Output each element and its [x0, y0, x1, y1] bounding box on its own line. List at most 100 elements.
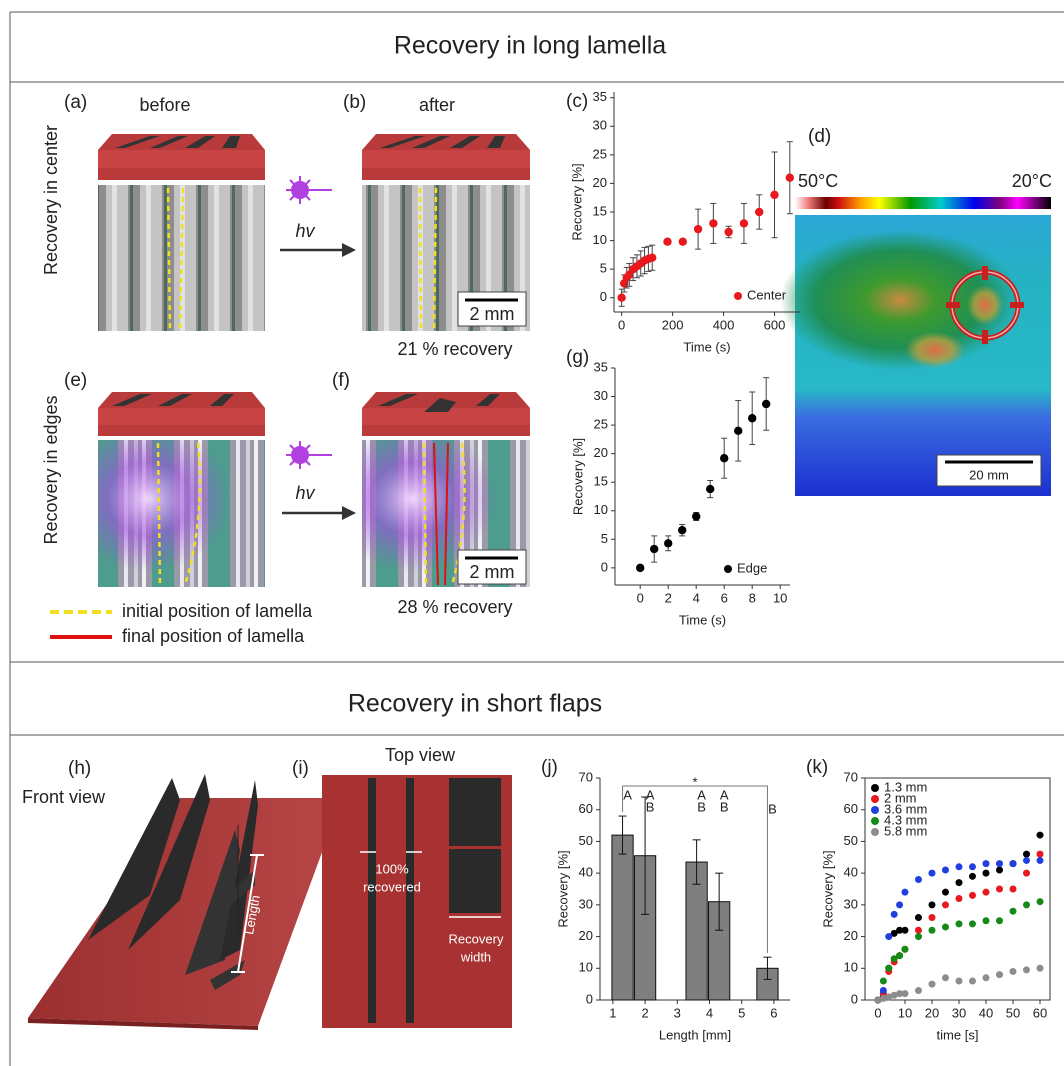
- point: [890, 955, 898, 963]
- point: [928, 980, 936, 988]
- point: [968, 977, 976, 985]
- y-tick-label: 25: [593, 146, 607, 161]
- shape: [112, 394, 152, 406]
- schematic: [362, 134, 530, 180]
- shape: [476, 394, 500, 406]
- y-tick-label: 30: [593, 118, 607, 133]
- point: [1023, 850, 1031, 858]
- y-tick-label: 5: [600, 261, 607, 276]
- point: [914, 933, 922, 941]
- photo-glow: [98, 440, 265, 587]
- x-tick-label: 50: [1006, 1005, 1020, 1020]
- point: [785, 173, 795, 182]
- shape: [210, 960, 245, 990]
- shape: [115, 136, 160, 148]
- y-tick-label: 5: [601, 531, 608, 546]
- shape: [449, 778, 501, 846]
- dimension-arrow: [231, 854, 264, 973]
- initial-line: [178, 187, 185, 331]
- y-axis-label: Recovery [%]: [555, 850, 570, 927]
- panel-label: (f): [332, 370, 350, 391]
- scale-bar-label: 2 mm: [470, 304, 515, 324]
- shape: [946, 302, 960, 308]
- y-tick-label: 0: [586, 991, 593, 1006]
- x-tick-label: 600: [764, 317, 786, 332]
- y-tick-label: 0: [851, 991, 858, 1006]
- shape: [412, 136, 450, 148]
- x-tick-label: 4: [706, 1005, 713, 1020]
- legend-label: final position of lamella: [122, 626, 305, 646]
- point: [885, 964, 893, 972]
- y-tick-label: 20: [593, 175, 607, 190]
- letter: B: [768, 801, 777, 816]
- legend-label: initial position of lamella: [122, 601, 313, 621]
- initial-line: [166, 187, 172, 331]
- legend-marker: [871, 795, 879, 803]
- y-tick-label: 20: [594, 445, 608, 460]
- y-tick-label: 50: [844, 833, 858, 848]
- point: [692, 512, 701, 521]
- x-tick-label: 20: [925, 1005, 939, 1020]
- legend-label: 5.8 mm: [884, 823, 927, 838]
- point: [1009, 885, 1017, 893]
- caption: 28 % recovery: [397, 597, 512, 617]
- point: [995, 860, 1003, 868]
- point: [1023, 869, 1031, 877]
- point: [693, 224, 703, 234]
- point: [941, 888, 949, 896]
- x-tick-label: 5: [738, 1005, 745, 1020]
- y-tick-label: 35: [594, 359, 608, 374]
- shape: [88, 778, 180, 940]
- point: [890, 910, 898, 918]
- point: [636, 563, 645, 573]
- thermal-image: [780, 215, 1051, 496]
- shape: [289, 444, 311, 466]
- point: [1023, 856, 1031, 864]
- panel-label: (j): [541, 757, 558, 778]
- scale-bar-box: [457, 549, 527, 585]
- panel-label: (a): [64, 92, 87, 113]
- legend-marker: [734, 292, 742, 300]
- panel-label: (i): [292, 758, 309, 779]
- caption: 21 % recovery: [397, 339, 512, 359]
- point: [1009, 967, 1017, 975]
- point: [901, 990, 909, 998]
- point: [968, 920, 976, 928]
- point: [739, 219, 749, 228]
- point: [982, 860, 990, 868]
- point: [914, 914, 922, 922]
- point: [1036, 856, 1044, 864]
- y-axis-label: Recovery [%]: [569, 163, 584, 240]
- schematic: [98, 134, 265, 180]
- x-tick-label: 60: [1033, 1005, 1047, 1020]
- y-tick-label: 20: [844, 928, 858, 943]
- shape: [1010, 302, 1024, 308]
- panel-label: (k): [806, 757, 828, 778]
- colorbar: [795, 197, 1051, 209]
- legend-label: Edge: [737, 560, 767, 575]
- section-title: Recovery in short flaps: [348, 690, 602, 718]
- y-tick-label: 10: [593, 232, 607, 247]
- dimension-label: Length: [241, 894, 263, 936]
- arrow-label: hv: [295, 221, 315, 241]
- annotation: recovered: [363, 879, 421, 894]
- point: [955, 977, 963, 985]
- y-tick-label: 50: [579, 833, 593, 848]
- x-tick-label: 10: [773, 590, 787, 605]
- point: [720, 454, 729, 463]
- y-tick-label: 40: [579, 865, 593, 880]
- y-tick-label: 10: [579, 960, 593, 975]
- point: [1036, 964, 1044, 972]
- frame: [9, 11, 1064, 1066]
- schematic: [28, 774, 342, 1030]
- point: [706, 484, 715, 494]
- point: [955, 879, 963, 887]
- point: [1036, 850, 1044, 858]
- point: [955, 920, 963, 928]
- letter: B: [720, 799, 729, 814]
- point: [724, 227, 733, 237]
- point: [941, 974, 949, 982]
- panel-label: (g): [566, 347, 589, 368]
- point: [1023, 966, 1031, 974]
- point: [874, 996, 882, 1004]
